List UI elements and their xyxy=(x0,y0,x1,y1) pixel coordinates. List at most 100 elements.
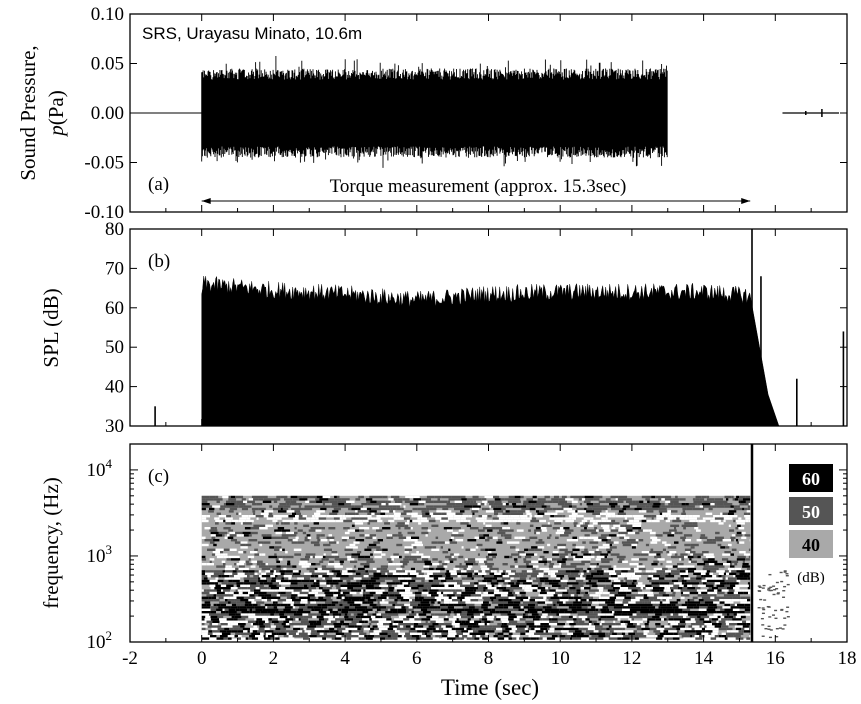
panel-c-residual-cell xyxy=(767,589,771,591)
panel-c-cell xyxy=(466,498,473,501)
panel-c-cell xyxy=(463,519,468,523)
panel-c-cell xyxy=(630,635,639,638)
panel-c-cell xyxy=(580,529,589,532)
panel-c-cell xyxy=(579,570,584,573)
panel-c-cell xyxy=(632,527,642,530)
panel-c-cell xyxy=(684,575,689,578)
panel-c-cell xyxy=(645,505,650,508)
panel-c-cell xyxy=(705,512,713,515)
panel-c-cell xyxy=(219,601,228,604)
panel-c-cell xyxy=(605,510,608,513)
panel-c-cell xyxy=(731,560,739,563)
panel-c-cell xyxy=(255,635,264,638)
panel-c-cell xyxy=(272,507,281,511)
panel-c-cell xyxy=(278,620,284,623)
panel-c-cell xyxy=(300,635,310,638)
panel-c-cell xyxy=(718,587,727,590)
panel-c-cell xyxy=(319,582,327,585)
panel-c-cell xyxy=(567,575,575,578)
panel-c-cell xyxy=(440,546,443,549)
panel-c-cell xyxy=(388,515,395,518)
panel-c-cell xyxy=(638,510,642,513)
panel-c-cell xyxy=(735,534,743,537)
x-tick-label: 10 xyxy=(551,648,570,669)
panel-c-cell xyxy=(600,599,608,602)
panel-c-cell xyxy=(649,551,654,554)
panel-c-cell xyxy=(360,615,365,619)
panel-c-cell xyxy=(469,620,475,623)
panel-c-cell xyxy=(684,555,688,559)
panel-c-cell xyxy=(484,627,492,631)
panel-c-cell xyxy=(267,611,272,614)
panel-c-cell xyxy=(576,611,586,614)
panel-c-cell xyxy=(591,635,599,638)
panel-c-cell xyxy=(318,517,327,520)
panel-c-cell xyxy=(246,584,250,587)
panel-c-cell xyxy=(232,555,240,559)
panel-c-cell xyxy=(577,599,581,602)
panel-c-cell xyxy=(518,555,522,559)
panel-c-cell xyxy=(440,606,448,609)
panel-c-cell xyxy=(546,606,552,609)
panel-c-cell xyxy=(659,632,666,635)
panel-c-cell xyxy=(664,618,667,621)
panel-c-cell xyxy=(731,539,734,542)
panel-c-cell xyxy=(669,582,674,585)
panel-c-cell xyxy=(305,553,314,556)
panel-c-cell xyxy=(617,637,622,640)
panel-c-cell xyxy=(261,553,266,556)
panel-c-cell xyxy=(347,582,351,585)
panel-c-cell xyxy=(736,495,739,499)
panel-c-cell xyxy=(292,512,297,515)
panel-c-cell xyxy=(267,606,274,609)
panel-c-cell xyxy=(703,582,707,585)
panel-c-cell xyxy=(467,618,471,621)
panel-c-cell xyxy=(355,577,362,580)
x-tick-label: 14 xyxy=(694,648,714,669)
panel-c-cell xyxy=(274,529,282,532)
panel-c-cell xyxy=(274,546,282,549)
panel-c-cell xyxy=(291,575,295,578)
panel-c-cell xyxy=(542,613,548,616)
panel-c-cell xyxy=(268,555,278,559)
panel-c-cell xyxy=(468,606,475,609)
panel-c-cell xyxy=(573,601,582,604)
panel-c-cell xyxy=(655,613,662,616)
panel-c-cell xyxy=(529,507,536,511)
panel-c-cell xyxy=(646,635,655,638)
panel-c-cell xyxy=(377,625,386,628)
panel-c-cell xyxy=(394,630,400,633)
panel-c-cell xyxy=(264,613,271,616)
panel-c-cell xyxy=(403,539,411,542)
panel-c-cell xyxy=(494,519,504,523)
panel-c-cell xyxy=(216,500,220,503)
panel-c-cell xyxy=(373,596,378,599)
panel-c-cell xyxy=(334,606,338,609)
panel-c-cell xyxy=(415,599,423,602)
panel-c-cell xyxy=(341,572,345,575)
panel-c-cell xyxy=(722,606,731,609)
panel-c-cell xyxy=(546,594,554,597)
panel-c-cell xyxy=(609,627,615,631)
panel-c-cell xyxy=(351,637,359,640)
panel-c-cell xyxy=(455,635,459,638)
panel-c-cell xyxy=(418,503,421,506)
panel-c-cell xyxy=(666,560,672,563)
panel-c-cell xyxy=(575,599,578,602)
panel-c-cell xyxy=(241,594,250,597)
panel-c-cell xyxy=(372,606,377,609)
panel-c-cell xyxy=(228,579,233,583)
panel-c-cell xyxy=(296,611,303,614)
panel-c-cell xyxy=(543,570,551,573)
panel-c-cell xyxy=(392,603,396,607)
panel-c-cell xyxy=(290,596,296,599)
panel-c-cell xyxy=(720,615,725,619)
panel-c-cell xyxy=(687,632,697,635)
panel-c-cell xyxy=(550,572,555,575)
panel-c-cell xyxy=(542,618,549,621)
panel-c-cell xyxy=(680,515,686,518)
panel-c-cell xyxy=(258,579,268,583)
panel-c-cell xyxy=(319,632,324,635)
panel-c-cell xyxy=(489,503,494,506)
panel-c-cell xyxy=(338,558,348,561)
